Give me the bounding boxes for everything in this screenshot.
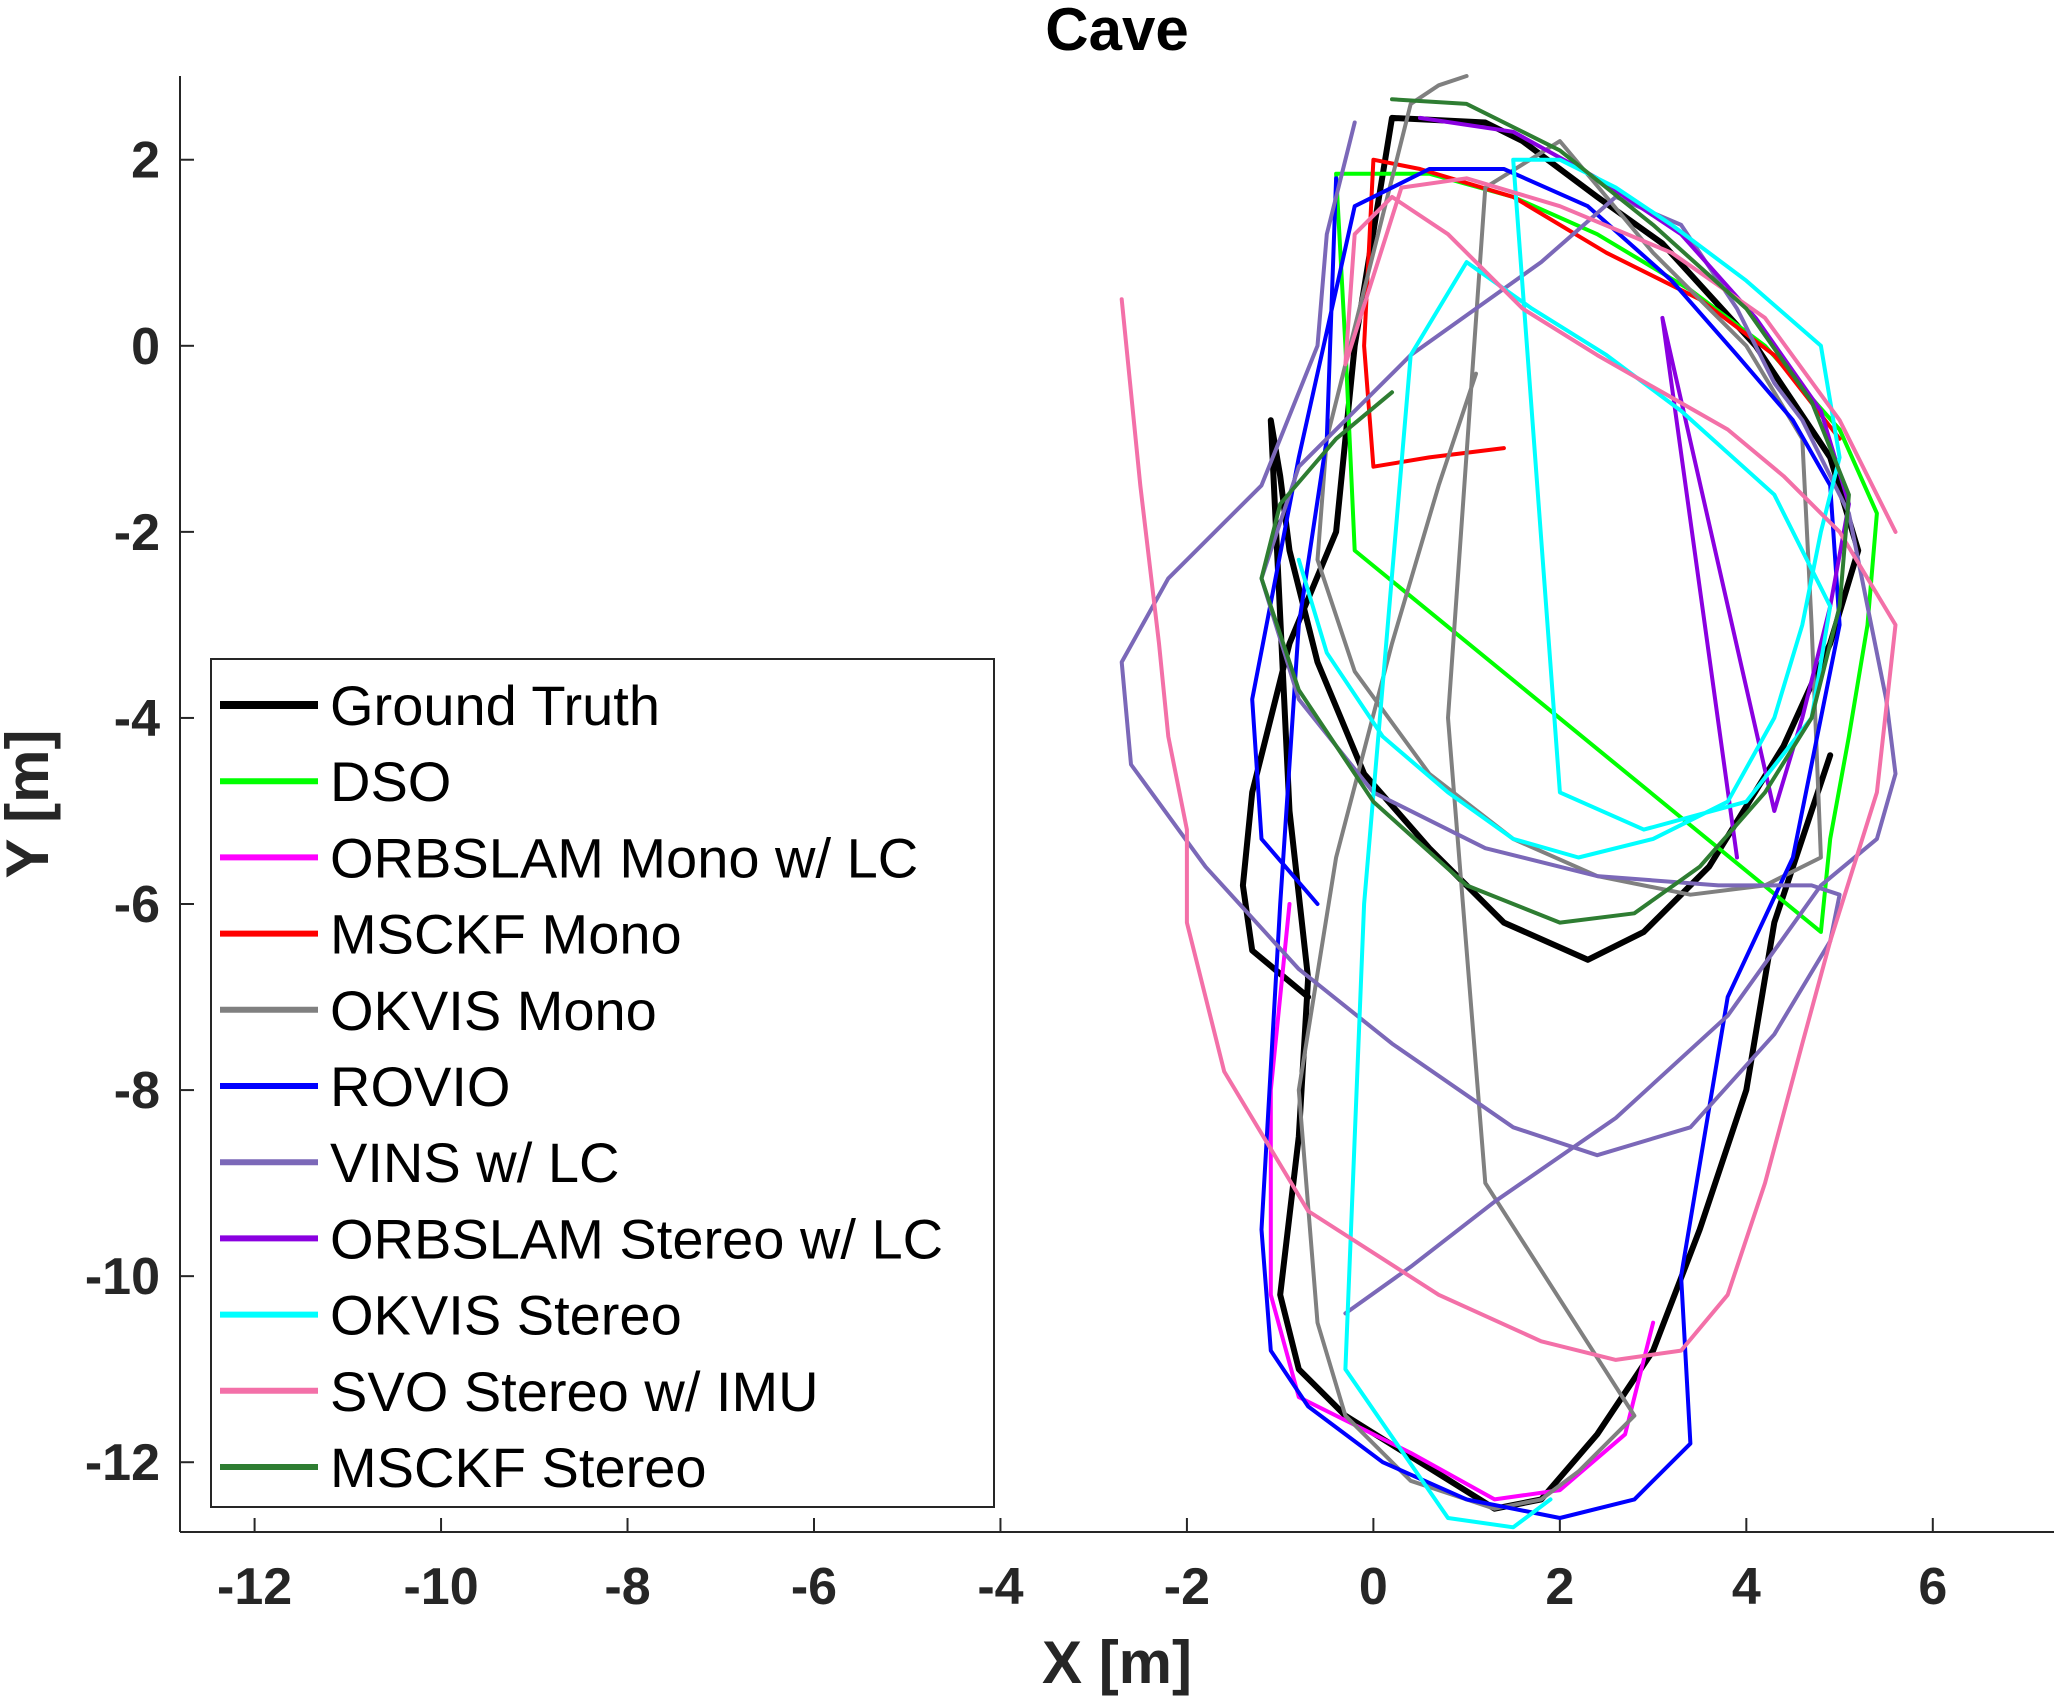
y-tick-label: -2	[114, 504, 160, 562]
x-tick-label: -6	[791, 1558, 837, 1616]
chart-title: Cave	[1045, 0, 1188, 63]
legend-label: VINS w/ LC	[330, 1131, 619, 1194]
series-line-orbslam-mono-w-lc	[1268, 902, 1656, 1502]
series-line-svo-stereo-w-imu	[1119, 176, 1898, 1362]
y-ticks: 2 0 -2 -4 -6 -8 -10 -12	[85, 132, 194, 1492]
legend-label: MSCKF Mono	[330, 903, 682, 966]
x-tick-label: -12	[217, 1558, 292, 1616]
x-tick-label: 4	[1732, 1558, 1761, 1616]
legend-label: ORBSLAM Stereo w/ LC	[330, 1207, 943, 1270]
legend-label: DSO	[330, 750, 451, 813]
series-line-okvis-stereo	[1296, 157, 1842, 1530]
legend-label: ROVIO	[330, 1055, 510, 1118]
series-line-msckf-mono	[1362, 157, 1842, 469]
y-tick-label: 0	[131, 318, 160, 376]
x-tick-label: -8	[604, 1558, 650, 1616]
x-tick-label: -4	[977, 1558, 1023, 1616]
axes	[179, 76, 2054, 1533]
legend-label: Ground Truth	[330, 674, 660, 737]
y-tick-label: -12	[85, 1434, 160, 1492]
legend-items: Ground Truth DSO ORBSLAM Mono w/ LC MSCKF M…	[220, 674, 943, 1499]
legend-label: OKVIS Stereo	[330, 1284, 682, 1347]
x-ticks: -12 -10 -8 -6 -4 -2 0 2 4 6	[217, 1518, 1947, 1616]
series-lines	[1119, 74, 1898, 1530]
x-axis-title: X [m]	[1042, 1629, 1192, 1696]
x-tick-label: 0	[1359, 1558, 1388, 1616]
series-line-okvis-mono	[1296, 74, 1823, 1511]
series-line-rovio	[1250, 167, 1842, 1520]
series-line-dso	[1334, 171, 1879, 934]
legend-label: ORBSLAM Mono w/ LC	[330, 826, 918, 889]
x-tick-label: 6	[1918, 1558, 1947, 1616]
y-tick-label: -10	[85, 1248, 160, 1306]
x-tick-label: 2	[1545, 1558, 1574, 1616]
legend-label: OKVIS Mono	[330, 979, 657, 1042]
series-line-msckf-stereo	[1259, 97, 1851, 925]
y-tick-label: -4	[114, 690, 160, 748]
y-tick-label: -8	[114, 1062, 160, 1120]
x-tick-label: -2	[1164, 1558, 1210, 1616]
legend-label: MSCKF Stereo	[330, 1436, 707, 1499]
legend: Ground Truth DSO ORBSLAM Mono w/ LC MSCKF M…	[210, 658, 995, 1508]
x-tick-label: -10	[403, 1558, 478, 1616]
legend-label: SVO Stereo w/ IMU	[330, 1360, 819, 1423]
y-tick-label: 2	[131, 132, 160, 190]
y-tick-label: -6	[114, 876, 160, 934]
y-axis-title: Y [m]	[0, 730, 61, 879]
legend-box	[210, 658, 995, 1508]
